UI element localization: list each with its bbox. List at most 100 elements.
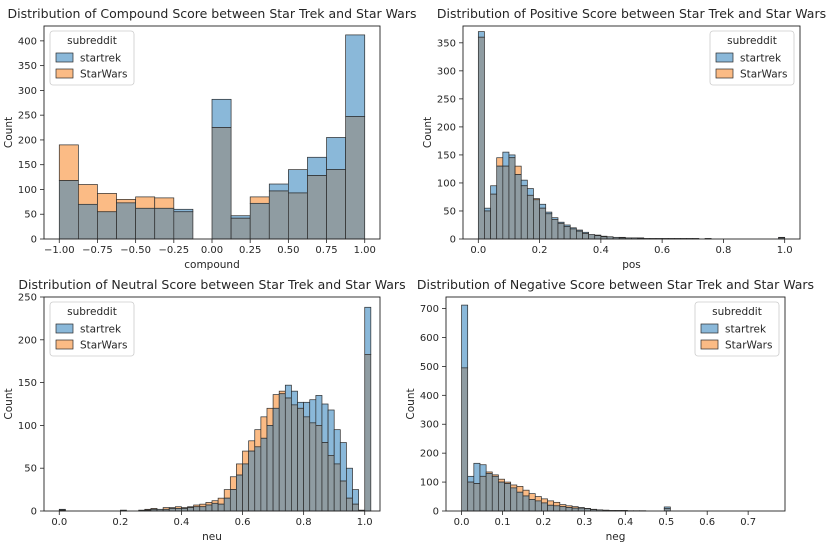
- bar-starwars: [266, 407, 274, 426]
- bar-starwars: [205, 502, 213, 506]
- bar-startrek: [307, 156, 327, 176]
- histogram-bars: [477, 31, 786, 240]
- bar-starwars: [522, 489, 530, 497]
- bar-starwars: [154, 197, 175, 209]
- bar-overlap: [326, 169, 346, 240]
- x-axis-label: pos: [622, 259, 641, 271]
- y-tick-label: 250: [437, 94, 456, 105]
- y-tick-label: 500: [420, 362, 439, 373]
- legend-swatch-startrek: [55, 52, 74, 63]
- legend-swatch-startrek: [55, 323, 74, 334]
- bar-overlap: [97, 211, 117, 240]
- bar-startrek: [345, 34, 366, 117]
- bar-startrek: [291, 390, 298, 406]
- legend-title: subreddit: [67, 306, 117, 318]
- y-axis: 0 50 100 150 200 250: [18, 293, 44, 518]
- legend: subreddit startrek StarWars: [709, 30, 795, 86]
- bar-starwars: [217, 497, 225, 505]
- bar-starwars: [516, 486, 524, 493]
- bar-overlap: [502, 165, 510, 240]
- bar-startrek: [346, 467, 353, 499]
- legend-swatch-starwars: [715, 68, 734, 79]
- bar-overlap: [484, 210, 491, 240]
- axes-frame: [43, 296, 381, 512]
- legend-label-starwars: StarWars: [740, 69, 787, 81]
- y-tick-label: 600: [420, 333, 439, 344]
- bar-startrek: [288, 169, 308, 194]
- y-tick-label: 0: [31, 235, 37, 246]
- y-tick-label: 50: [24, 464, 37, 475]
- bar-overlap: [268, 190, 289, 240]
- bar-overlap: [229, 489, 237, 512]
- bar-starwars: [260, 416, 268, 439]
- x-tick-label: 0.0: [470, 245, 486, 256]
- bar-overlap: [522, 495, 530, 512]
- axes-frame: [445, 296, 786, 512]
- bar-overlap: [539, 207, 547, 240]
- legend-swatch-starwars: [700, 339, 719, 350]
- bar-starwars: [236, 463, 243, 476]
- bar-overlap: [230, 217, 251, 240]
- bar-overlap: [553, 505, 561, 512]
- bar-overlap: [594, 235, 602, 240]
- bar-startrek: [339, 442, 347, 482]
- legend-title: subreddit: [67, 35, 117, 47]
- y-tick-label: 0: [31, 507, 37, 518]
- bar-starwars: [223, 489, 231, 499]
- bar-overlap: [284, 397, 292, 512]
- bar-overlap: [498, 481, 505, 512]
- chart-title: Distribution of Negative Score between S…: [417, 277, 814, 292]
- bar-overlap: [510, 487, 518, 512]
- histogram-bars: [58, 306, 372, 512]
- y-tick-label: 200: [420, 449, 439, 460]
- y-tick-label: 300: [18, 86, 37, 97]
- legend-label-starwars: StarWars: [80, 69, 127, 81]
- legend-label-startrek: startrek: [725, 324, 767, 336]
- y-tick-label: 100: [437, 178, 456, 189]
- bar-starwars: [135, 196, 156, 209]
- y-tick-label: 150: [437, 150, 456, 161]
- bar-overlap: [582, 233, 589, 240]
- bar-overlap: [541, 502, 548, 512]
- bar-starwars: [528, 493, 536, 500]
- y-tick-label: 350: [18, 61, 37, 72]
- histogram-bars: [58, 34, 366, 240]
- x-tick-label: 0.4: [617, 517, 633, 528]
- bar-overlap: [288, 192, 308, 240]
- bar-startrek: [502, 151, 510, 167]
- bar-overlap: [339, 480, 347, 512]
- bar-overlap: [364, 354, 372, 512]
- legend: subreddit startrek StarWars: [49, 30, 135, 86]
- bar-startrek: [520, 179, 528, 187]
- x-tick-label: 0.25: [239, 245, 261, 256]
- bar-startrek: [321, 403, 329, 443]
- x-tick-label: 0.8: [715, 245, 731, 256]
- bar-overlap: [78, 203, 98, 240]
- bar-startrek: [284, 384, 292, 399]
- y-axis-label: Count: [405, 388, 417, 419]
- bar-startrek: [467, 475, 475, 483]
- legend-label-startrek: startrek: [80, 324, 122, 336]
- bar-starwars: [248, 440, 256, 452]
- bar-overlap: [533, 199, 540, 240]
- bar-overlap: [477, 36, 485, 240]
- bar-startrek: [327, 409, 335, 456]
- bar-overlap: [504, 483, 512, 512]
- x-tick-label: 0.5: [658, 517, 674, 528]
- bar-overlap: [485, 473, 493, 512]
- bar-overlap: [563, 226, 571, 240]
- bar-starwars: [514, 165, 522, 175]
- bar-overlap: [315, 425, 323, 512]
- x-tick-label: 1.00: [354, 245, 376, 256]
- x-tick-label: 0.3: [576, 517, 592, 528]
- y-tick-label: 50: [443, 206, 456, 217]
- bar-startrek: [230, 215, 251, 219]
- bar-overlap: [307, 175, 327, 240]
- bar-overlap: [557, 222, 565, 240]
- y-axis-label: Count: [3, 388, 15, 419]
- y-tick-label: 400: [18, 36, 37, 47]
- bar-starwars: [254, 429, 262, 448]
- bar-overlap: [211, 502, 219, 512]
- bar-overlap: [260, 437, 268, 512]
- x-tick-label: 0.7: [740, 517, 756, 528]
